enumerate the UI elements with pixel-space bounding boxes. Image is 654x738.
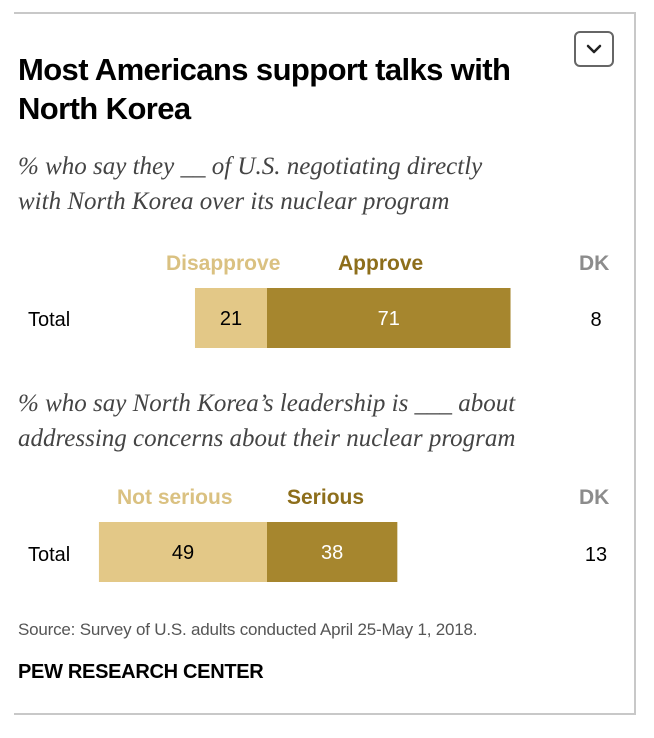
chart-1-dk-value: 8 [590,309,602,331]
chart-2-legend-not-serious: Not serious [117,486,233,509]
source-note: Source: Survey of U.S. adults conducted … [18,620,478,639]
chart-2-subtitle-line-1: % who say North Korea’s leadership is __… [18,390,516,417]
chart-1-subtitle-line-2: with North Korea over its nuclear progra… [18,188,450,215]
chart-1-subtitle-line-1: % who say they __ of U.S. negotiating di… [18,153,483,180]
chart-1-legend-dk: DK [579,252,610,275]
chart-title: Most Americans support talks with North … [18,52,511,126]
chart-1-value-label-approve: 71 [378,308,400,330]
chart-1-value-label-disapprove: 21 [220,308,242,330]
organization-logo-text: PEW RESEARCH CENTER [18,661,264,683]
chart-2-dk-value: 13 [584,544,608,566]
chart-1-legend-disapprove: Disapprove [166,252,281,275]
chart-1-row-label: Total [28,309,71,331]
chevron-down-icon [586,44,602,54]
chart-2-value-label-not-serious: 49 [172,542,194,564]
chart-2-legend-serious: Serious [287,486,365,509]
bottom-divider [14,713,634,715]
chart-1-subtitle: % who say they __ of U.S. negotiating di… [18,149,638,219]
chart-1-bar-disapprove [194,288,267,348]
expand-button[interactable] [574,31,614,67]
chart-2-subtitle-line-2: addressing concerns about their nuclear … [18,425,516,452]
chart-2-row-label: Total [28,544,71,566]
chart-2-subtitle: % who say North Korea’s leadership is __… [18,386,638,456]
chart-2-bar-serious [267,522,398,582]
chart-1-legend-approve: Approve [338,252,424,275]
top-divider [14,12,634,14]
chart-2-legend-dk: DK [579,486,610,509]
right-divider [634,12,636,715]
chart-2-bar-not-serious [98,522,268,582]
chart-2-value-label-serious: 38 [321,542,343,564]
chart-1-bar-approve [267,288,511,348]
